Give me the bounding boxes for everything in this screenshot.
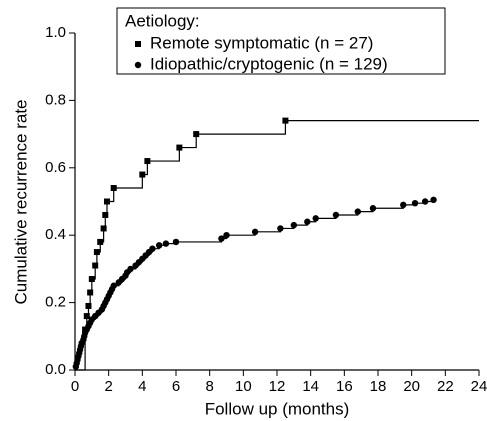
x-tick-label: 6 bbox=[172, 378, 180, 395]
x-tick-label: 22 bbox=[437, 378, 454, 395]
y-tick-label: 0.0 bbox=[45, 361, 66, 378]
legend-label: Remote symptomatic (n = 27) bbox=[150, 33, 373, 52]
step-line bbox=[95, 252, 98, 267]
step-line bbox=[88, 292, 91, 307]
legend-marker bbox=[135, 41, 141, 47]
step-line bbox=[176, 238, 223, 243]
x-tick-label: 10 bbox=[235, 378, 252, 395]
y-tick-label: 0.6 bbox=[45, 159, 66, 176]
legend-label: Idiopathic/cryptogenic (n = 129) bbox=[150, 54, 388, 73]
step-line bbox=[75, 329, 86, 371]
data-point bbox=[430, 196, 437, 204]
y-axis-label: Cumulative recurrence rate bbox=[11, 99, 30, 304]
data-point bbox=[421, 198, 429, 205]
legend-box bbox=[116, 7, 446, 75]
step-line bbox=[142, 161, 148, 176]
step-line bbox=[86, 305, 90, 317]
x-tick-label: 2 bbox=[104, 378, 112, 395]
step-line bbox=[91, 265, 96, 280]
step-line bbox=[226, 231, 256, 236]
x-tick-label: 14 bbox=[302, 378, 319, 395]
x-tick-label: 8 bbox=[205, 378, 213, 395]
step-line bbox=[106, 188, 115, 203]
x-tick-label: 20 bbox=[403, 378, 420, 395]
x-tick-label: 16 bbox=[336, 378, 353, 395]
y-tick-label: 0.4 bbox=[45, 226, 66, 243]
step-line bbox=[147, 147, 180, 162]
step-line bbox=[335, 211, 359, 216]
step-line bbox=[96, 241, 101, 253]
step-line bbox=[90, 279, 93, 294]
x-tick-label: 12 bbox=[269, 378, 286, 395]
step-line bbox=[105, 201, 108, 216]
x-tick-label: 24 bbox=[471, 378, 487, 395]
step-line bbox=[179, 134, 197, 149]
data-point bbox=[332, 211, 340, 219]
x-tick-label: 0 bbox=[71, 378, 79, 395]
y-tick-label: 0.2 bbox=[45, 294, 66, 311]
x-tick-label: 4 bbox=[138, 378, 146, 395]
step-line bbox=[113, 174, 143, 189]
step-line bbox=[100, 228, 105, 243]
x-axis-label: Follow up (months) bbox=[205, 399, 350, 418]
data-point bbox=[290, 221, 298, 229]
step-line bbox=[372, 204, 404, 209]
legend-marker bbox=[134, 61, 142, 69]
y-tick-label: 1.0 bbox=[45, 24, 66, 41]
x-tick-label: 18 bbox=[370, 378, 387, 395]
step-line bbox=[196, 120, 287, 135]
legend-title: Aetiology: bbox=[125, 11, 200, 30]
step-line bbox=[255, 228, 281, 233]
step-line bbox=[103, 214, 106, 230]
y-tick-label: 0.8 bbox=[45, 91, 66, 108]
data-point bbox=[277, 225, 284, 232]
